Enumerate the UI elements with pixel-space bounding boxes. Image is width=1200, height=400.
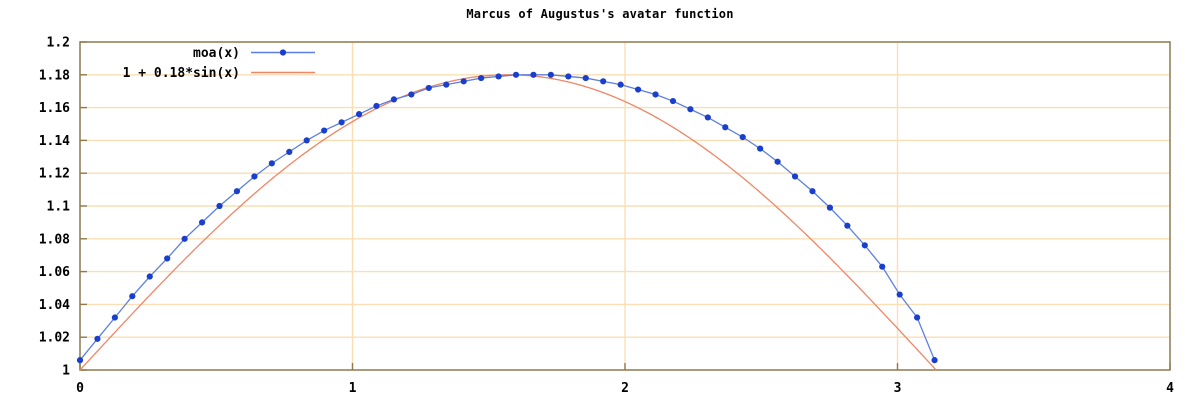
data-point	[530, 71, 537, 78]
data-point	[355, 111, 363, 118]
data-point	[129, 293, 136, 300]
data-point	[216, 202, 223, 210]
data-point	[408, 91, 415, 98]
data-point	[757, 145, 764, 152]
data-point	[600, 78, 607, 85]
data-point	[321, 127, 328, 134]
data-point	[268, 160, 275, 167]
data-point	[722, 124, 729, 131]
data-point	[198, 219, 206, 226]
legend-marker-moa	[279, 49, 287, 56]
data-point	[582, 74, 589, 82]
data-point	[704, 114, 711, 121]
y-tick-label: 1.08	[39, 232, 70, 247]
data-point	[617, 81, 624, 88]
x-tick-label: 4	[1166, 381, 1174, 396]
y-axis-ticks	[80, 41, 87, 371]
data-point	[687, 106, 694, 113]
data-point	[146, 273, 153, 280]
data-point	[652, 91, 659, 98]
data-point	[512, 71, 520, 78]
y-tick-label: 1.12	[39, 167, 70, 182]
x-axis-ticks	[79, 363, 1171, 370]
data-point	[495, 73, 502, 80]
y-tick-label: 1.14	[39, 134, 70, 149]
data-point	[826, 204, 834, 211]
y-tick-label: 1	[62, 364, 70, 379]
y-tick-label: 1.1	[47, 200, 71, 215]
series-line-sin	[79, 74, 937, 371]
x-tick-label: 2	[621, 381, 629, 396]
data-point	[879, 263, 886, 270]
y-tick-label: 1.18	[39, 68, 70, 83]
data-point	[478, 74, 485, 82]
data-point	[251, 173, 258, 180]
data-point	[373, 102, 380, 110]
x-grid-lines	[351, 42, 899, 370]
chart-title: Marcus of Augustus's avatar function	[466, 7, 734, 21]
data-point	[164, 255, 171, 262]
data-point	[76, 357, 84, 364]
y-tick-label: 1.2	[47, 36, 70, 51]
data-point	[669, 97, 677, 105]
data-point	[233, 188, 241, 195]
x-tick-label: 1	[349, 381, 357, 396]
data-point	[634, 86, 642, 93]
data-point	[94, 335, 101, 342]
y-tick-label: 1.16	[39, 101, 70, 116]
y-tick-label: 1.02	[39, 331, 70, 346]
chart-legend: moa(x) 1 + 0.18*sin(x)	[123, 46, 315, 81]
data-point	[286, 148, 293, 155]
data-point	[425, 84, 432, 92]
x-tick-label: 0	[76, 381, 84, 396]
series-markers-moa	[76, 71, 938, 364]
data-point	[931, 357, 938, 364]
y-tick-label: 1.04	[39, 298, 70, 313]
data-point	[809, 188, 816, 195]
x-axis-tick-labels: 0 1 2 3 4	[76, 381, 1174, 396]
series-line-moa	[79, 74, 936, 361]
data-point	[390, 96, 398, 103]
data-point	[460, 78, 467, 85]
data-point	[861, 242, 868, 249]
data-point	[443, 81, 450, 88]
data-point	[303, 137, 310, 144]
data-point	[791, 173, 799, 180]
data-point	[111, 314, 118, 321]
legend-label-moa: moa(x)	[193, 46, 240, 61]
y-tick-label: 1.06	[39, 265, 70, 280]
data-point	[896, 291, 903, 298]
data-point	[844, 222, 851, 229]
data-point	[338, 119, 345, 126]
data-point	[547, 71, 554, 78]
data-point	[739, 134, 746, 141]
y-axis-tick-labels: 1 1.02 1.04 1.06 1.08 1.1 1.12 1.14 1.16 1.18 1.2	[39, 36, 70, 379]
x-tick-label: 3	[894, 381, 902, 396]
legend-label-sin: 1 + 0.18*sin(x)	[123, 66, 240, 81]
data-point	[181, 235, 188, 242]
data-point	[565, 73, 572, 80]
data-point	[774, 158, 781, 165]
data-point	[914, 314, 921, 321]
